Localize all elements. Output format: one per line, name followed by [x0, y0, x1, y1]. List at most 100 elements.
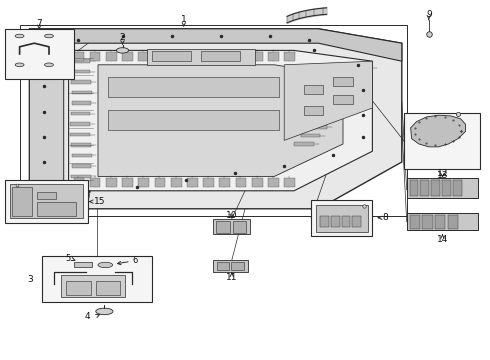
Bar — [353, 67, 372, 70]
Polygon shape — [29, 29, 402, 209]
Bar — [154, 178, 165, 187]
Bar — [220, 178, 230, 187]
Bar — [268, 52, 279, 61]
Bar — [37, 202, 76, 216]
Ellipse shape — [15, 34, 24, 38]
Bar — [122, 178, 133, 187]
Ellipse shape — [45, 63, 53, 67]
Bar — [231, 262, 244, 270]
Bar — [138, 52, 149, 61]
Text: 12: 12 — [437, 169, 448, 178]
Bar — [307, 125, 327, 129]
Bar — [420, 180, 429, 196]
Bar — [72, 154, 92, 157]
Bar — [71, 112, 90, 115]
Bar — [20, 25, 407, 216]
Bar — [435, 215, 445, 229]
Bar — [410, 215, 420, 229]
Bar — [220, 52, 230, 61]
Bar — [187, 52, 198, 61]
Polygon shape — [284, 61, 372, 140]
Bar — [187, 178, 198, 187]
Text: 13: 13 — [437, 171, 448, 180]
Bar — [154, 52, 165, 61]
Bar — [448, 215, 458, 229]
Text: 9: 9 — [426, 10, 432, 19]
Bar — [304, 106, 323, 115]
Bar — [404, 113, 480, 169]
Bar — [5, 29, 74, 79]
Bar — [5, 180, 88, 223]
Bar — [320, 216, 329, 227]
Bar — [147, 49, 255, 65]
Bar — [72, 164, 92, 168]
Bar — [340, 84, 359, 87]
Bar — [152, 51, 191, 61]
Bar — [37, 192, 56, 199]
Bar — [333, 92, 353, 95]
Bar — [90, 178, 100, 187]
Bar — [333, 77, 353, 86]
Text: 7: 7 — [36, 19, 42, 28]
Text: 4: 4 — [85, 312, 91, 321]
Bar — [284, 178, 295, 187]
Text: 14: 14 — [437, 235, 448, 244]
Text: 5: 5 — [66, 253, 71, 263]
Text: 6: 6 — [132, 256, 138, 265]
Bar — [70, 122, 90, 126]
Bar — [407, 213, 478, 230]
Bar — [407, 178, 478, 198]
Bar — [72, 80, 91, 84]
Bar — [410, 180, 418, 196]
Bar — [217, 262, 229, 270]
Bar — [10, 184, 83, 218]
Bar — [71, 143, 91, 147]
Ellipse shape — [45, 34, 53, 38]
Text: 1: 1 — [181, 15, 187, 24]
Polygon shape — [29, 29, 402, 61]
Bar — [252, 52, 263, 61]
Text: 2: 2 — [120, 33, 125, 42]
Bar — [233, 221, 246, 233]
Polygon shape — [69, 50, 372, 191]
Polygon shape — [411, 115, 466, 147]
Bar — [213, 219, 250, 234]
Bar — [74, 262, 92, 267]
Bar — [71, 175, 91, 178]
Bar — [201, 51, 240, 61]
Bar — [106, 52, 117, 61]
Bar — [74, 178, 84, 187]
Bar — [12, 187, 32, 216]
Bar — [213, 260, 248, 272]
Bar — [284, 52, 295, 61]
Polygon shape — [29, 43, 64, 209]
Bar — [300, 134, 320, 138]
Bar — [216, 221, 230, 233]
Bar — [294, 142, 314, 146]
Bar — [122, 52, 133, 61]
Ellipse shape — [117, 48, 128, 53]
Bar — [252, 178, 263, 187]
Bar — [61, 275, 125, 297]
Bar — [236, 178, 246, 187]
Bar — [268, 178, 279, 187]
Bar — [304, 85, 323, 94]
Bar — [311, 200, 372, 236]
Bar — [171, 178, 181, 187]
Bar — [203, 178, 214, 187]
Ellipse shape — [96, 308, 113, 315]
Bar — [171, 52, 181, 61]
Bar — [236, 52, 246, 61]
Bar — [72, 101, 91, 105]
Bar — [66, 281, 91, 295]
Bar — [42, 256, 152, 302]
Bar — [138, 178, 149, 187]
Bar — [96, 281, 120, 295]
Text: 3: 3 — [27, 275, 33, 284]
Bar — [71, 70, 90, 73]
Bar — [453, 180, 462, 196]
Ellipse shape — [98, 262, 113, 268]
Bar — [74, 52, 84, 61]
Bar — [342, 216, 350, 227]
Bar — [106, 178, 117, 187]
